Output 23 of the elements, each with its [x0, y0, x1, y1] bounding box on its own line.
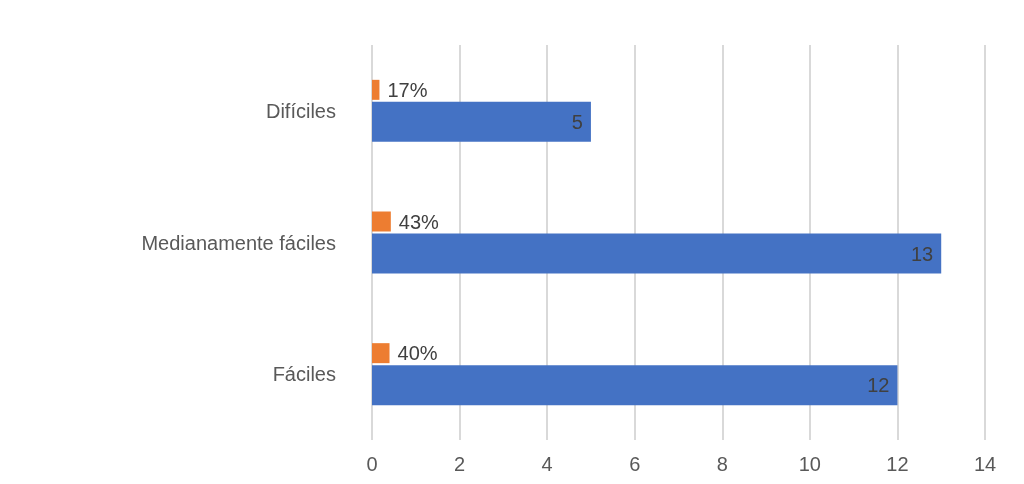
bar [372, 79, 380, 100]
x-tick-label: 10 [798, 453, 821, 475]
data-label: 5 [571, 110, 583, 133]
x-tick-label: 2 [454, 453, 466, 475]
bar [372, 211, 391, 232]
y-tick-label: Difíciles [265, 99, 336, 122]
data-label: 40% [397, 342, 438, 365]
data-label: 43% [398, 210, 440, 233]
x-tick-label: 12 [886, 453, 909, 475]
bar [372, 233, 942, 274]
y-tick-label: Fáciles [272, 363, 336, 386]
x-tick-label: 8 [716, 453, 728, 475]
x-tick-label: 0 [366, 453, 378, 475]
x-tick-label: 14 [973, 453, 997, 475]
bar [372, 365, 898, 406]
x-tick-label: 4 [541, 453, 553, 475]
data-label: 13 [910, 242, 934, 265]
data-label: 17% [387, 78, 428, 101]
data-label: 12 [867, 374, 890, 397]
bar [372, 101, 591, 142]
y-tick-label: Medianamente fáciles [141, 231, 336, 254]
bar [372, 343, 390, 364]
x-tick-label: 6 [629, 453, 641, 475]
